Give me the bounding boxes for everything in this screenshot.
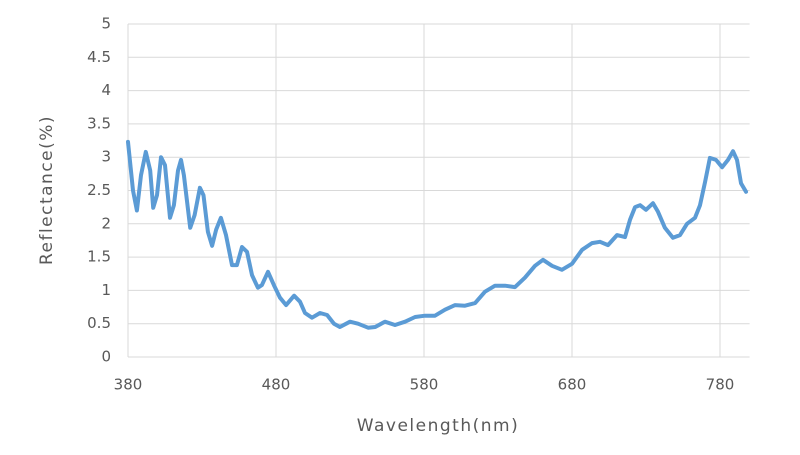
x-tick-label: 580 — [410, 376, 439, 394]
y-axis-title: Reflectance(%) — [37, 115, 57, 265]
y-tick-label: 0.5 — [87, 314, 111, 332]
data-line — [126, 139, 748, 330]
x-axis-title: Wavelength(nm) — [357, 416, 519, 436]
x-tick-label: 380 — [114, 376, 143, 394]
y-tick-label: 3 — [101, 148, 111, 166]
y-tick-label: 2 — [101, 214, 111, 232]
y-tick-label: 1.5 — [87, 248, 111, 266]
y-tick-label: 1 — [101, 281, 111, 299]
x-tick-label: 480 — [262, 376, 291, 394]
y-tick-label: 3.5 — [87, 114, 111, 132]
y-tick-label: 2.5 — [87, 181, 111, 199]
y-tick-label: 4 — [101, 81, 111, 99]
y-tick-label: 5 — [101, 15, 111, 33]
x-tick-label: 680 — [558, 376, 587, 394]
y-tick-label: 0 — [101, 348, 111, 366]
y-tick-label: 4.5 — [87, 48, 111, 66]
x-tick-label: 780 — [706, 376, 735, 394]
